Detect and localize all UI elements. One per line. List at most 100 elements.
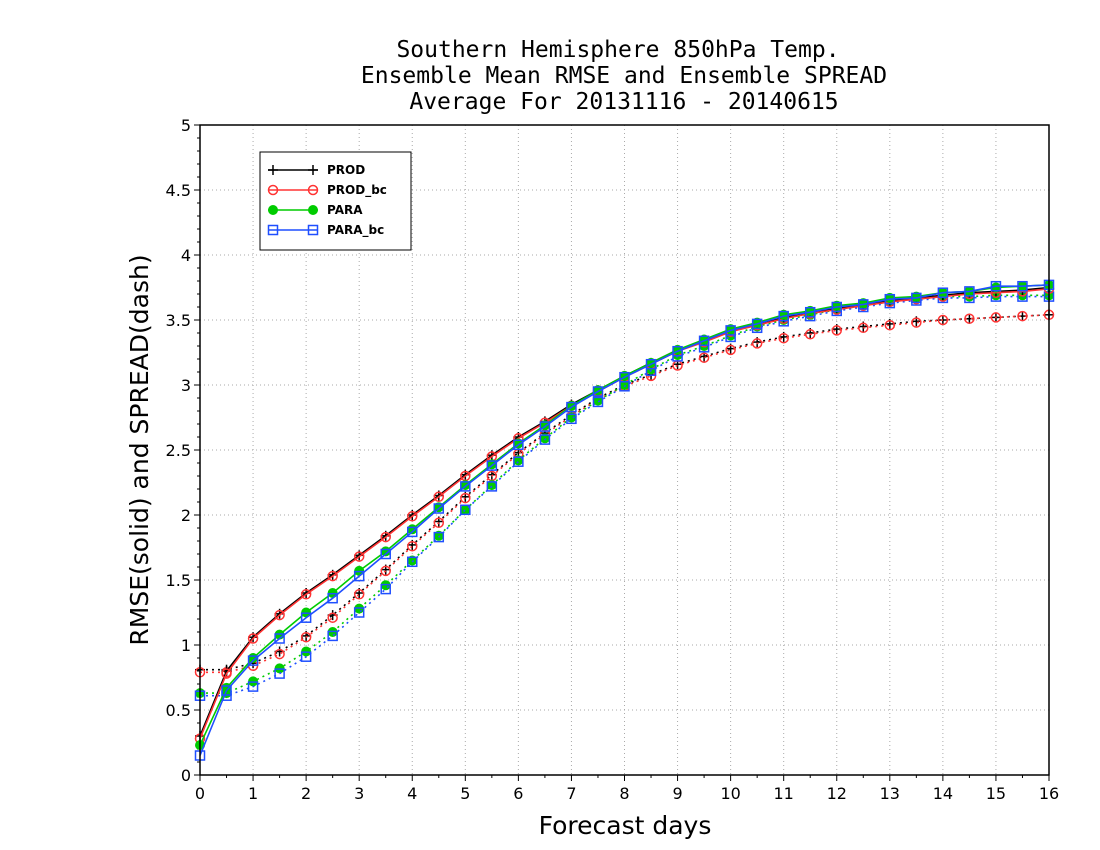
data-point-para-bc [433, 503, 445, 514]
data-point-para-bc [221, 685, 232, 696]
data-point-para-bc [937, 287, 949, 298]
y-tick-label: 4.5 [166, 181, 191, 200]
data-point-para-bc [592, 386, 604, 397]
x-tick-label: 10 [720, 784, 740, 803]
series-line-spread-para-bc [200, 295, 1049, 697]
data-point-spread-prod-bc [460, 492, 471, 504]
title-line-2: Ensemble Mean RMSE and Ensemble SPREAD [361, 63, 887, 89]
y-tick-label: 2 [181, 506, 191, 525]
data-point-spread-prod-bc [327, 612, 338, 623]
title-line-1: Southern Hemisphere 850hPa Temp. [396, 37, 839, 63]
x-tick-label: 12 [827, 784, 847, 803]
series-line-spread-prod [200, 314, 1050, 671]
x-tick-label: 11 [774, 784, 794, 803]
data-point-spread-prod-bc [831, 325, 842, 336]
data-point-spread-prod-bc [300, 631, 312, 643]
data-point-spread-prod-bc [380, 565, 391, 577]
data-point-para-bc [619, 371, 630, 383]
data-point-para-bc [513, 439, 524, 451]
data-point-spread-prod-bc [698, 352, 710, 363]
legend-box [259, 151, 412, 251]
x-tick-label: 6 [513, 784, 523, 803]
x-tick-label: 9 [672, 784, 682, 803]
x-axis-label: Forecast days [539, 811, 712, 840]
x-tick-label: 2 [301, 784, 311, 803]
data-point-prod-bc [380, 531, 391, 543]
data-point-para-bc [460, 481, 471, 492]
axis-ticks: 0 1 2 3 4 5 6 7 8 9 10 11 12 13 14 15 1600.511.522.533.5… [166, 116, 1060, 803]
data-point-spread-para-bc [486, 481, 498, 492]
data-point-prod-bc [327, 570, 338, 582]
data-point-para-bc [804, 306, 816, 318]
x-tick-label: 8 [619, 784, 629, 803]
legend-entry-para: PARA [268, 203, 363, 217]
data-point-spread-para-bc [407, 556, 418, 568]
legend-marker-prod-bc [307, 184, 319, 196]
data-point-para-bc [698, 335, 710, 347]
legend-label-para-bc: PARA_bc [327, 223, 384, 238]
y-tick-label: 0 [181, 766, 191, 785]
x-tick-label: 3 [354, 784, 364, 803]
data-point-para-bc [353, 570, 365, 582]
data-point-spread-prod-bc [858, 322, 869, 334]
data-point-spread-prod-bc [725, 344, 736, 356]
data-point-para-bc [274, 633, 285, 644]
data-point-prod-bc [247, 633, 259, 644]
data-point-para-bc [911, 292, 922, 304]
data-point-spread-prod-bc [884, 319, 896, 331]
data-point-spread-para-bc [380, 583, 391, 595]
data-point-spread-prod-bc [911, 317, 922, 328]
data-point-para-bc [300, 612, 312, 623]
data-point-spread-prod-bc [751, 338, 763, 349]
legend-marker-para [308, 205, 318, 215]
data-point-spread-para-bc [327, 630, 338, 642]
legend-marker-para [268, 205, 278, 215]
data-point-para-bc [990, 280, 1002, 292]
data-point-spread-para-bc [353, 607, 365, 618]
data-point-spread-prod-bc [407, 540, 418, 552]
data-point-para-bc [566, 401, 577, 413]
series-line-prod [199, 286, 1050, 737]
data-point-para-bc [486, 460, 498, 471]
x-tick-label: 14 [933, 784, 953, 803]
plot-frame [199, 124, 1050, 776]
data-point-para-bc [1017, 280, 1028, 292]
y-tick-label: 3.5 [166, 311, 191, 330]
data-point-prod-bc [274, 609, 285, 621]
y-tick-label: 5 [181, 116, 191, 135]
data-point-spread-para-bc [592, 396, 604, 408]
x-tick-label: 15 [986, 784, 1006, 803]
data-point-prod-bc [300, 589, 312, 600]
x-tick-label: 4 [407, 784, 417, 803]
data-point-prod-bc [433, 491, 445, 503]
series-spread-prod [195, 309, 1054, 675]
y-tick-label: 2.5 [166, 441, 191, 460]
data-point-spread-para-bc [539, 434, 551, 445]
y-tick-label: 1.5 [166, 571, 191, 590]
legend-marker-prod-bc [267, 184, 279, 196]
legend-entry-prod: PROD [268, 163, 365, 177]
x-tick-label: 16 [1039, 784, 1059, 803]
data-point-spread-para-bc [513, 456, 524, 467]
data-point-spread-para-bc [433, 531, 445, 543]
y-tick-label: 3 [181, 376, 191, 395]
title-line-3: Average For 20131116 - 20140615 [409, 89, 838, 115]
chart-title: Southern Hemisphere 850hPa Temp. Ensembl… [361, 37, 887, 115]
data-point-para-bc [645, 358, 657, 370]
series-spread-para [195, 290, 1054, 699]
data-point-para-bc [831, 301, 842, 313]
data-point-spread-prod-bc [964, 313, 975, 324]
legend-entry-para-bc: PARA_bc [267, 223, 384, 238]
x-tick-label: 5 [460, 784, 470, 803]
data-point-para-bc [964, 286, 975, 297]
data-point-spread-prod-bc [778, 332, 789, 344]
legend-label-para: PARA [327, 203, 363, 217]
data-point-spread-prod-bc [937, 314, 949, 326]
x-tick-label: 0 [195, 784, 205, 803]
series-line-para-bc [199, 284, 1050, 756]
data-point-prod-bc [407, 511, 418, 522]
x-tick-label: 1 [248, 784, 258, 803]
data-point-para-bc [884, 293, 896, 305]
legend-marker-para-bc [307, 224, 319, 236]
